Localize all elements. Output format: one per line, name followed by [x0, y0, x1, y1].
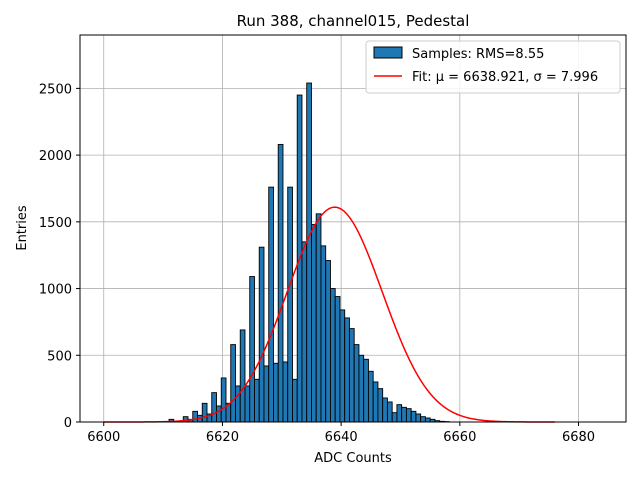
- chart-title: Run 388, channel015, Pedestal: [237, 12, 470, 30]
- y-tick-label: 0: [64, 416, 72, 431]
- histogram-bar: [401, 406, 407, 423]
- legend-fit-label: Fit: μ = 6638.921, σ = 7.996: [412, 70, 598, 85]
- histogram-bar: [353, 344, 360, 423]
- histogram-bar: [292, 378, 298, 423]
- histogram-bar: [216, 405, 222, 423]
- legend-histogram-swatch: [373, 46, 403, 59]
- histogram-bar: [249, 276, 255, 423]
- histogram-bar: [244, 385, 251, 423]
- gaussian-fit-curve: [103, 206, 555, 423]
- histogram-bar: [273, 362, 279, 423]
- y-tick-label: 2500: [39, 82, 72, 97]
- histogram-bar: [386, 401, 393, 423]
- histogram-bar: [258, 246, 265, 423]
- histogram-bar: [325, 260, 331, 423]
- legend-histogram-label: Samples: RMS=8.55: [412, 47, 544, 62]
- histogram-bar: [348, 328, 355, 423]
- histogram-bar: [201, 402, 208, 423]
- histogram-bar: [301, 241, 308, 423]
- histogram-bar: [405, 408, 412, 423]
- histogram-bar: [239, 329, 246, 423]
- histogram-bar: [220, 377, 227, 423]
- x-tick-label: 6600: [87, 430, 120, 445]
- legend: Samples: RMS=8.55 Fit: μ = 6638.921, σ =…: [365, 40, 621, 94]
- histogram-bar: [377, 388, 384, 423]
- x-tick-label: 6640: [325, 430, 358, 445]
- histogram-bar: [306, 82, 312, 423]
- histogram-bar: [420, 416, 426, 423]
- y-tick-label: 1500: [39, 216, 72, 231]
- y-tick-label: 2000: [39, 149, 72, 164]
- histogram-bar: [367, 370, 374, 423]
- histogram-bar: [329, 288, 336, 423]
- histogram-bar: [268, 186, 274, 423]
- histogram-bar: [235, 385, 241, 423]
- histogram-bar: [287, 186, 293, 423]
- x-tick-label: 6660: [443, 430, 476, 445]
- histogram-bar: [311, 224, 317, 423]
- histogram-bar: [192, 410, 198, 423]
- plot-frame: [79, 34, 627, 423]
- histogram-bar: [339, 309, 346, 423]
- histogram-bar: [358, 354, 365, 423]
- histogram-bar: [277, 143, 284, 423]
- histogram-bar: [230, 344, 236, 423]
- y-tick-label: 1000: [39, 283, 72, 298]
- histogram-bars: [168, 82, 450, 423]
- histogram-bar: [424, 417, 431, 423]
- x-tick-label: 6620: [206, 430, 239, 445]
- histogram-bar: [211, 392, 217, 423]
- histogram-bar: [410, 410, 417, 423]
- histogram-bar: [282, 361, 289, 423]
- x-axis-label: ADC Counts: [314, 451, 392, 466]
- histogram-bar: [334, 296, 341, 423]
- y-axis-label: Entries: [15, 205, 30, 251]
- histogram-bar: [254, 378, 260, 423]
- x-axis-ticks: 6600 6620 6640 6660 6680: [87, 422, 595, 445]
- y-axis-ticks: 0 500 1000 1500 2000 2500: [39, 82, 80, 431]
- histogram-bar: [372, 381, 379, 423]
- histogram-bar: [344, 317, 350, 423]
- histogram-bar: [363, 358, 369, 423]
- histogram-bar: [320, 245, 327, 423]
- histogram-bar: [382, 397, 388, 423]
- histogram-bar: [263, 365, 270, 423]
- histogram-bar: [415, 413, 422, 423]
- histogram-bar: [391, 412, 398, 423]
- x-tick-label: 6680: [562, 430, 595, 445]
- histogram-bar: [315, 213, 322, 423]
- y-tick-label: 500: [47, 349, 72, 364]
- legend-box: [365, 40, 621, 94]
- histogram-bar: [396, 404, 403, 423]
